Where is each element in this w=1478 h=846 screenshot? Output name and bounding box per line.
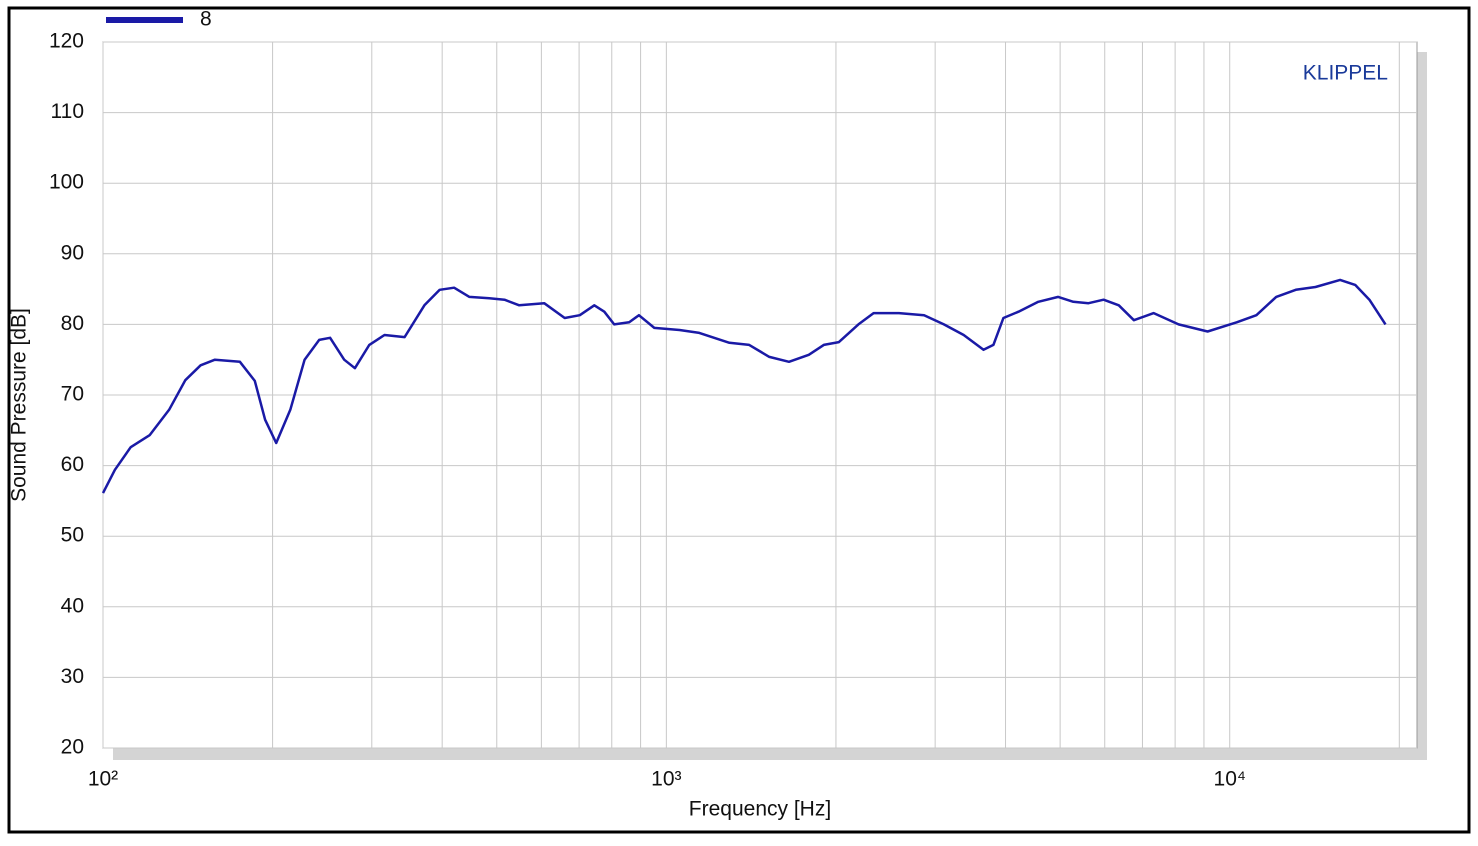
- annotation: KLIPPEL: [1303, 62, 1388, 85]
- y-tick-label: 80: [61, 312, 84, 335]
- y-tick-label: 40: [61, 594, 84, 617]
- data-line: [101, 278, 1387, 494]
- x-axis-label: Frequency [Hz]: [689, 798, 831, 821]
- y-tick-label: 30: [61, 665, 84, 688]
- y-tick-label: 50: [61, 524, 84, 547]
- x-tick-label: 10²: [88, 768, 118, 791]
- legend-label: 8: [200, 8, 212, 31]
- y-tick-label: 90: [61, 241, 84, 264]
- y-tick-label: 70: [61, 383, 84, 406]
- x-tick-label: 10³: [651, 768, 681, 791]
- y-tick-label: 20: [61, 736, 84, 759]
- y-tick-label: 100: [49, 171, 84, 194]
- x-tick-label: 10⁴: [1214, 768, 1246, 791]
- y-tick-label: 110: [51, 100, 84, 123]
- y-axis-label: Sound Pressure [dB]: [8, 308, 31, 502]
- y-tick-label: 120: [49, 30, 84, 53]
- y-tick-label: 60: [61, 453, 84, 476]
